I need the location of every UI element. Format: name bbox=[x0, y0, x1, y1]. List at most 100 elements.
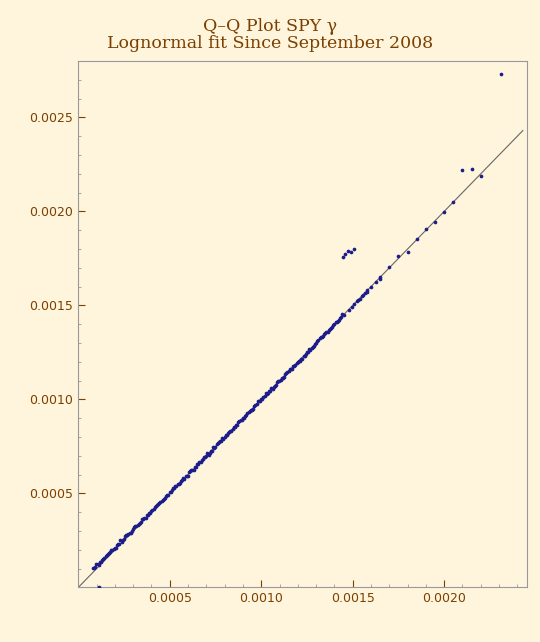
Point bbox=[264, 388, 272, 398]
Point bbox=[449, 197, 457, 207]
Point bbox=[242, 410, 251, 421]
Text: Lognormal fit Since September 2008: Lognormal fit Since September 2008 bbox=[107, 35, 433, 52]
Point bbox=[326, 324, 334, 334]
Point bbox=[232, 421, 240, 431]
Point bbox=[497, 69, 505, 80]
Point bbox=[363, 287, 372, 297]
Point bbox=[349, 244, 358, 254]
Point bbox=[403, 247, 412, 257]
Point bbox=[181, 471, 190, 482]
Point bbox=[260, 391, 269, 401]
Point bbox=[226, 426, 234, 436]
Point bbox=[296, 356, 305, 366]
Point bbox=[194, 459, 202, 469]
Point bbox=[202, 451, 211, 461]
Point bbox=[190, 465, 198, 475]
Point bbox=[125, 528, 134, 539]
Point bbox=[254, 396, 263, 406]
Point bbox=[337, 312, 346, 322]
Point bbox=[244, 407, 253, 417]
Point bbox=[95, 582, 104, 593]
Point bbox=[211, 442, 220, 452]
Point bbox=[394, 251, 403, 261]
Point bbox=[105, 548, 113, 559]
Point bbox=[139, 514, 147, 525]
Point bbox=[136, 518, 144, 528]
Point bbox=[266, 385, 275, 395]
Point bbox=[165, 487, 174, 497]
Point bbox=[467, 164, 476, 174]
Point bbox=[283, 367, 292, 377]
Point bbox=[91, 561, 99, 571]
Point bbox=[312, 338, 320, 349]
Point bbox=[176, 478, 184, 488]
Point bbox=[185, 467, 193, 478]
Point bbox=[347, 247, 355, 257]
Point bbox=[183, 471, 191, 481]
Point bbox=[253, 396, 262, 406]
Point bbox=[173, 479, 182, 489]
Point bbox=[335, 315, 343, 325]
Point bbox=[137, 517, 145, 528]
Point bbox=[157, 496, 166, 506]
Point bbox=[360, 288, 369, 298]
Point bbox=[210, 443, 219, 453]
Point bbox=[304, 347, 313, 357]
Point bbox=[180, 474, 189, 484]
Point bbox=[262, 389, 271, 399]
Point bbox=[140, 513, 149, 523]
Point bbox=[287, 364, 295, 374]
Point bbox=[94, 559, 103, 569]
Point bbox=[292, 358, 301, 369]
Point bbox=[227, 426, 236, 436]
Point bbox=[313, 336, 321, 347]
Point bbox=[334, 317, 342, 327]
Point bbox=[117, 537, 126, 547]
Point bbox=[248, 404, 256, 415]
Point bbox=[354, 295, 362, 306]
Point bbox=[217, 436, 225, 446]
Point bbox=[336, 313, 345, 324]
Point bbox=[310, 339, 319, 349]
Point bbox=[156, 497, 165, 507]
Point bbox=[306, 345, 315, 355]
Point bbox=[195, 457, 204, 467]
Point bbox=[258, 394, 267, 404]
Point bbox=[339, 252, 347, 263]
Point bbox=[261, 388, 270, 399]
Point bbox=[236, 415, 245, 426]
Point bbox=[200, 452, 208, 462]
Point bbox=[330, 319, 339, 329]
Point bbox=[458, 166, 467, 176]
Point bbox=[431, 216, 440, 227]
Point bbox=[293, 357, 302, 367]
Point bbox=[144, 510, 152, 521]
Point bbox=[98, 555, 106, 566]
Point bbox=[138, 514, 146, 524]
Point bbox=[316, 332, 325, 342]
Point bbox=[167, 485, 176, 495]
Point bbox=[309, 341, 318, 351]
Point bbox=[164, 490, 173, 500]
Point bbox=[215, 436, 224, 446]
Point bbox=[153, 500, 161, 510]
Point bbox=[97, 557, 105, 567]
Point bbox=[113, 540, 122, 550]
Point bbox=[171, 481, 180, 491]
Point bbox=[251, 400, 260, 410]
Point bbox=[196, 456, 205, 467]
Point bbox=[224, 428, 232, 438]
Point bbox=[107, 545, 116, 555]
Point bbox=[192, 462, 200, 472]
Point bbox=[321, 328, 329, 338]
Point bbox=[235, 416, 244, 426]
Point bbox=[103, 550, 111, 560]
Point bbox=[99, 554, 107, 564]
Point bbox=[203, 448, 212, 458]
Point bbox=[110, 543, 119, 553]
Point bbox=[250, 401, 259, 412]
Point bbox=[315, 333, 324, 343]
Point bbox=[257, 394, 266, 404]
Point bbox=[159, 494, 168, 504]
Point bbox=[440, 207, 449, 217]
